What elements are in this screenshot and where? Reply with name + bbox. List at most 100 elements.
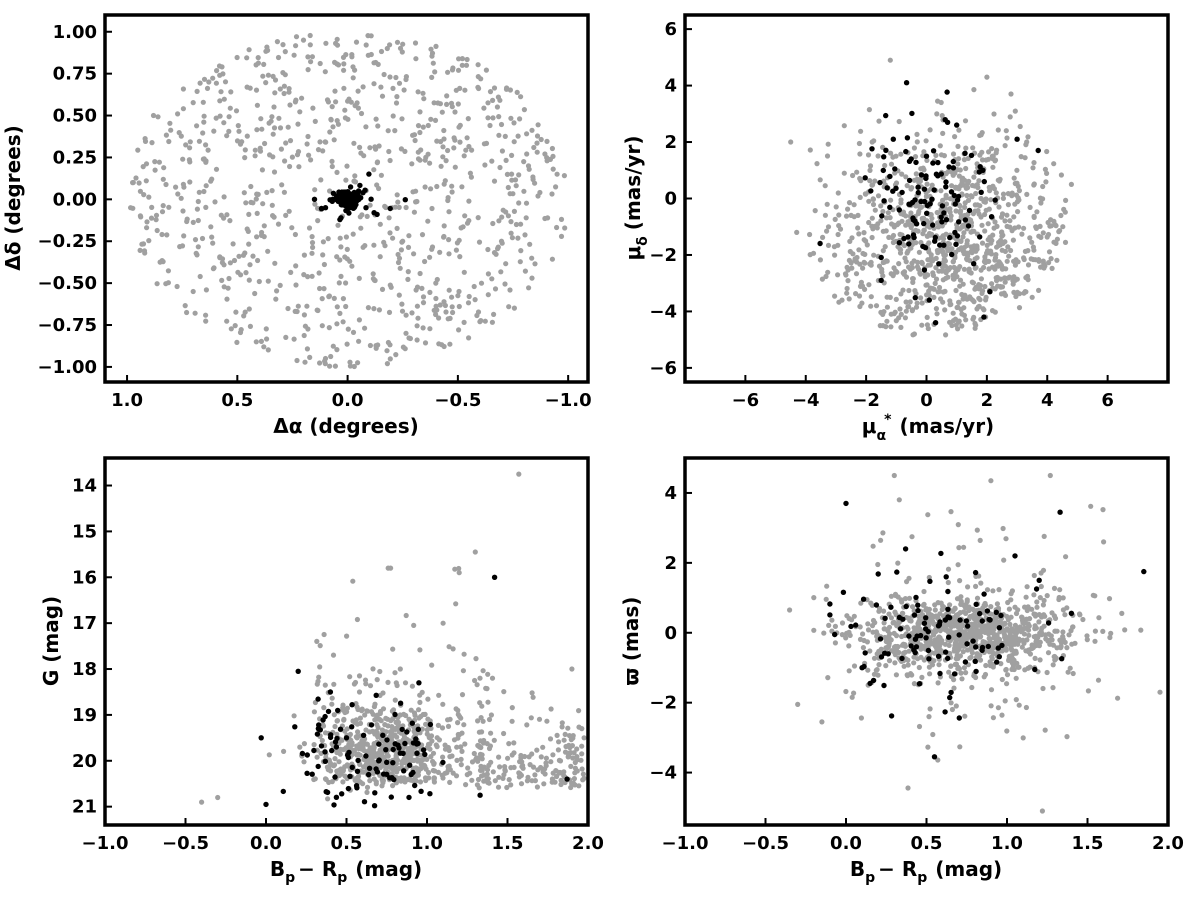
y-tick-label: −0.25 [38,231,98,252]
field-point [912,154,919,160]
member-point [318,205,325,212]
field-point [361,764,367,770]
field-point [242,250,248,256]
y-tick-label: 17 [72,613,97,634]
field-point [891,265,897,271]
member-point [376,741,382,747]
field-point [924,157,930,163]
field-point [295,121,301,127]
field-point [1034,599,1040,605]
field-point [426,735,432,741]
member-point [339,791,345,797]
field-point [891,472,897,479]
field-point [1017,123,1023,130]
field-point [1068,181,1074,187]
field-point [203,142,209,148]
field-point [529,255,535,261]
y-tick-label: 0 [664,189,677,210]
field-point [1018,154,1024,160]
field-point [892,609,898,615]
field-point [947,298,953,304]
field-point [1033,224,1039,230]
field-point [880,273,886,279]
field-point [228,326,234,332]
field-point [846,257,853,263]
field-point [914,131,920,137]
field-point [415,89,421,95]
field-point [857,151,863,157]
field-point [535,193,541,199]
member-point [341,190,347,197]
field-point [305,326,311,332]
field-point [272,260,278,266]
field-point [280,70,286,76]
field-point [266,120,272,126]
field-point [417,129,423,136]
field-point [336,759,342,765]
field-point [930,258,936,264]
field-point [849,265,855,271]
field-point [387,157,393,164]
field-point [1004,672,1011,678]
field-point [226,275,232,282]
field-point [874,651,880,657]
field-point [352,67,358,73]
field-point [1044,170,1050,176]
x-tick-label: −1.0 [662,833,709,854]
field-point [264,336,270,342]
field-point [344,246,350,252]
field-point [534,133,541,139]
field-point [309,273,315,279]
member-point [325,708,332,715]
field-point [974,527,980,533]
field-point [576,724,582,730]
field-point [449,104,455,110]
field-point [412,40,419,46]
field-point [1014,199,1021,205]
field-point [363,727,369,733]
member-point [368,196,374,202]
field-point [970,211,977,217]
field-point [326,294,332,300]
field-point [328,768,334,774]
y-tick-label: 0.50 [53,106,97,127]
member-point [883,112,889,119]
field-point [239,139,245,145]
field-point [209,234,215,240]
field-point [1005,244,1011,250]
field-point [479,752,485,758]
field-point [978,276,985,282]
member-point [1033,586,1040,592]
member-point [843,500,849,507]
y-label-sub: δ [635,236,651,246]
field-point [350,578,356,584]
field-point [878,203,884,209]
field-point [452,566,458,572]
field-point [378,84,384,90]
member-point [363,753,369,759]
member-point [840,589,847,595]
field-point [960,222,966,228]
field-point [352,103,358,109]
member-point [896,207,902,213]
field-point [1027,235,1033,241]
field-point [323,139,329,145]
field-point [310,105,316,111]
field-point [494,104,500,110]
field-point [902,315,909,321]
member-point [901,235,907,242]
field-point [532,180,538,186]
y-tick-label: 0.25 [53,147,97,168]
member-point [890,136,896,142]
field-point [265,278,271,284]
field-point [350,231,356,237]
field-point [329,163,335,170]
field-point [817,177,823,183]
field-point [928,252,934,258]
member-point [985,643,991,650]
field-point [938,188,944,194]
field-point [978,580,984,586]
field-point [319,323,325,329]
member-point [343,735,350,741]
member-point [968,152,975,159]
